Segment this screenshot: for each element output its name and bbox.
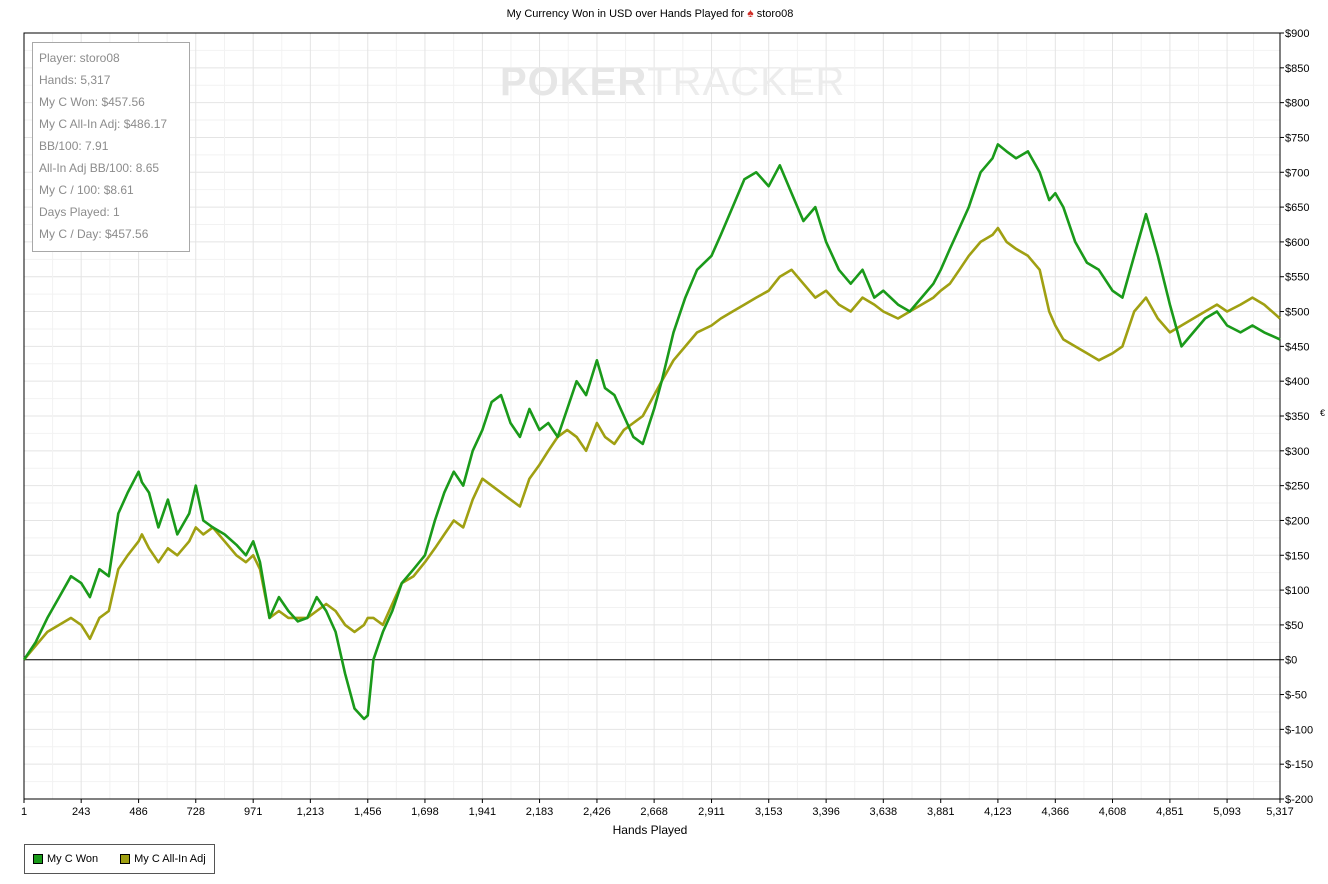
x-tick-label: 3,153 [755, 806, 783, 818]
side-mark: € [1320, 408, 1326, 418]
x-tick-label: 4,366 [1042, 806, 1070, 818]
x-tick-label: 2,183 [526, 806, 554, 818]
legend-swatch-allin-adj [120, 854, 131, 864]
stat-hands: Hands: 5,317 [39, 73, 111, 87]
x-tick-label: 4,608 [1099, 806, 1127, 818]
stats-box: Player: storo08 Hands: 5,317 My C Won: $… [32, 42, 190, 252]
stat-c100: My C / 100: $8.61 [39, 183, 134, 197]
stat-days: Days Played: 1 [39, 205, 120, 219]
x-tick-label: 1,213 [297, 806, 325, 818]
series-layer [22, 143, 1281, 721]
legend-label-allin-adj: My C All-In Adj [134, 853, 206, 865]
y-tick-label: $-100 [1285, 724, 1313, 736]
y-tick-label: $500 [1285, 307, 1309, 319]
chart-title-player: storo08 [756, 8, 794, 20]
legend-item-won[interactable]: My C Won [33, 853, 98, 865]
x-tick-label: 1,698 [411, 806, 439, 818]
y-tick-label: $200 [1285, 515, 1309, 527]
x-tick-label: 4,851 [1156, 806, 1184, 818]
x-tick-label: 3,396 [812, 806, 840, 818]
x-tick-label: 486 [129, 806, 147, 818]
y-tick-label: $400 [1285, 376, 1309, 388]
x-tick-label: 243 [72, 806, 90, 818]
x-tick-label: 728 [187, 806, 205, 818]
stat-player: Player: storo08 [39, 51, 120, 65]
x-tick-label: 5,093 [1213, 806, 1241, 818]
watermark: POKERTRACKER [500, 60, 845, 105]
x-tick-label: 971 [244, 806, 262, 818]
x-tick-label: 3,881 [927, 806, 955, 818]
stat-won: My C Won: $457.56 [39, 95, 145, 109]
y-tick-label: $150 [1285, 550, 1309, 562]
spade-icon: ♠ [747, 6, 754, 20]
watermark-bold: POKER [500, 60, 648, 104]
stat-per-day: My C / Day: $457.56 [39, 227, 149, 241]
y-tick-label: $-50 [1285, 690, 1307, 702]
series-line-1 [23, 226, 1281, 661]
x-axis-label: Hands Played [613, 823, 688, 837]
chart-title-text: My Currency Won in USD over Hands Played… [506, 8, 745, 20]
x-tick-label: 4,123 [984, 806, 1012, 818]
watermark-light: TRACKER [647, 60, 846, 104]
y-tick-label: $550 [1285, 272, 1309, 284]
y-tick-label: $650 [1285, 202, 1309, 214]
y-tick-label: $250 [1285, 481, 1309, 493]
x-tick-label: 3,638 [870, 806, 898, 818]
legend-item-allin-adj[interactable]: My C All-In Adj [120, 853, 206, 865]
x-tick-label: 2,426 [583, 806, 611, 818]
y-tick-label: $600 [1285, 237, 1309, 249]
y-tick-label: $850 [1285, 63, 1309, 75]
y-tick-label: $800 [1285, 98, 1309, 110]
y-tick-label: $100 [1285, 585, 1309, 597]
y-tick-label: $-200 [1285, 794, 1313, 806]
stat-bb100: BB/100: 7.91 [39, 139, 109, 153]
y-tick-label: $700 [1285, 167, 1309, 179]
x-tick-label: 1 [21, 806, 27, 818]
y-tick-label: $-150 [1285, 759, 1313, 771]
y-tick-label: $300 [1285, 446, 1309, 458]
stat-allin-adj: My C All-In Adj: $486.17 [39, 117, 168, 131]
chart-title: My Currency Won in USD over Hands Played… [0, 6, 1300, 20]
legend-label-won: My C Won [47, 853, 99, 865]
x-tick-label: 1,941 [469, 806, 497, 818]
y-tick-label: $0 [1285, 655, 1297, 667]
y-tick-label: $350 [1285, 411, 1309, 423]
y-tick-label: $50 [1285, 620, 1303, 632]
legend-swatch-won [33, 854, 43, 864]
legend[interactable]: My C Won My C All-In Adj [24, 844, 215, 874]
x-tick-label: 5,317 [1266, 806, 1294, 818]
stat-allin-bb100: All-In Adj BB/100: 8.65 [39, 161, 160, 175]
x-tick-label: 2,668 [640, 806, 668, 818]
series-line-0 [22, 143, 1281, 721]
y-tick-label: $450 [1285, 341, 1309, 353]
y-tick-label: $900 [1285, 28, 1309, 40]
x-tick-label: 1,456 [354, 806, 382, 818]
x-axis: 1 243 486 728 971 1,213 1,456 1,698 1,941 2,183 2,… [21, 799, 1294, 818]
y-tick-label: $750 [1285, 132, 1309, 144]
y-axis: $900 $850 $800 $750 $700 $650 $600 $550 $500 $450… [1280, 28, 1313, 806]
x-tick-label: 2,911 [698, 806, 725, 818]
